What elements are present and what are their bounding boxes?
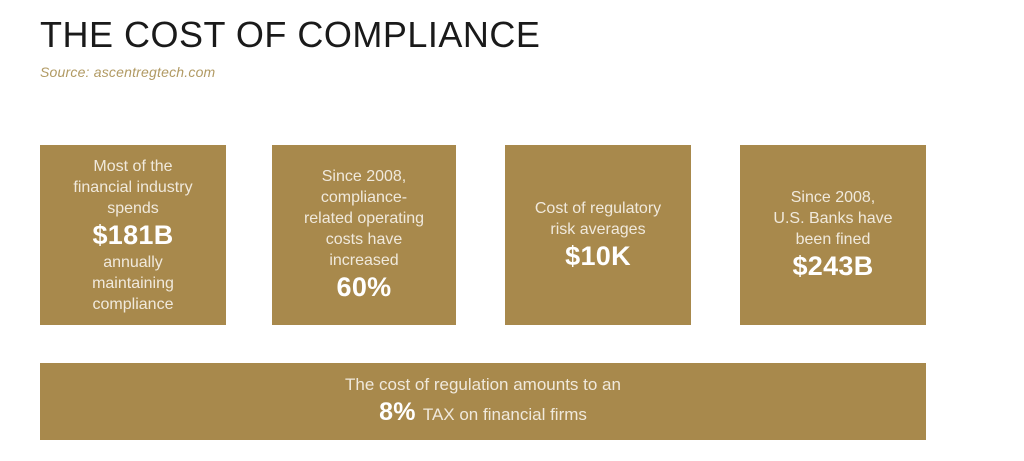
stat-card-figure: 60% [336, 272, 392, 302]
stat-card-line: compliance [92, 295, 174, 313]
stat-card-line: been fined [795, 231, 871, 248]
stat-card-line: costs have [325, 231, 403, 248]
stat-card-line: increased [329, 252, 399, 269]
stat-card-line: annually [103, 253, 163, 271]
stat-card-regulatory-risk-average: Cost of regulatory risk averages $10K [505, 145, 691, 325]
stat-card-line: Cost of regulatory [534, 199, 662, 217]
stat-card-line: Most of the [93, 157, 173, 175]
stat-card-bank-fines-total: Since 2008, U.S. Banks have been fined $… [740, 145, 926, 325]
stat-card-line: maintaining [92, 274, 174, 292]
stat-card-line: risk averages [550, 220, 646, 238]
stat-card-line: Since 2008, [321, 168, 407, 185]
page-title: THE COST OF COMPLIANCE [40, 14, 541, 55]
stat-card-line: U.S. Banks have [773, 210, 893, 227]
summary-banner: The cost of regulation amounts to an 8% … [40, 363, 926, 440]
stat-card-line: compliance- [320, 189, 408, 206]
stat-card-line: related operating [303, 210, 425, 227]
stat-card-figure: $243B [792, 251, 874, 281]
stat-card-figure: $181B [92, 219, 174, 250]
stat-card-line: spends [107, 199, 159, 217]
stat-card-line: financial industry [73, 178, 193, 196]
banner-suffix-text: TAX on financial firms [422, 405, 587, 424]
source-attribution: Source: ascentregtech.com [40, 64, 216, 80]
banner-headline: The cost of regulation amounts to an [345, 375, 621, 394]
stat-card-annual-compliance-spend: Most of the financial industry spends $1… [40, 145, 226, 325]
stat-card-figure: $10K [565, 240, 631, 271]
stat-card-operating-cost-increase: Since 2008, compliance- related operatin… [272, 145, 456, 325]
banner-figure: 8% [379, 398, 416, 426]
stat-card-line: Since 2008, [790, 189, 876, 206]
banner-subline: 8% TAX on financial firms [379, 397, 587, 430]
